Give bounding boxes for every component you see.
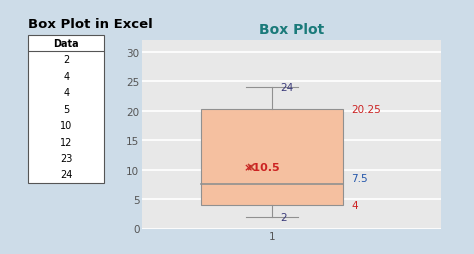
Text: 24: 24 — [60, 170, 73, 180]
Text: 24: 24 — [280, 83, 293, 93]
Text: 5: 5 — [63, 104, 70, 114]
Text: 4: 4 — [64, 88, 69, 98]
Text: Box Plot in Excel: Box Plot in Excel — [28, 18, 153, 31]
Text: 4: 4 — [64, 72, 69, 82]
Text: 4: 4 — [351, 200, 358, 210]
Text: ×10.5: ×10.5 — [243, 162, 280, 172]
Text: 23: 23 — [60, 153, 73, 163]
Bar — [201, 110, 344, 205]
Text: 2: 2 — [63, 55, 70, 65]
Text: 2: 2 — [280, 212, 286, 222]
Text: 7.5: 7.5 — [351, 173, 368, 183]
Text: 12: 12 — [60, 137, 73, 147]
Text: Data: Data — [54, 39, 79, 49]
Text: 20.25: 20.25 — [351, 105, 381, 115]
Text: 10: 10 — [60, 121, 73, 131]
Title: Box Plot: Box Plot — [259, 23, 324, 37]
